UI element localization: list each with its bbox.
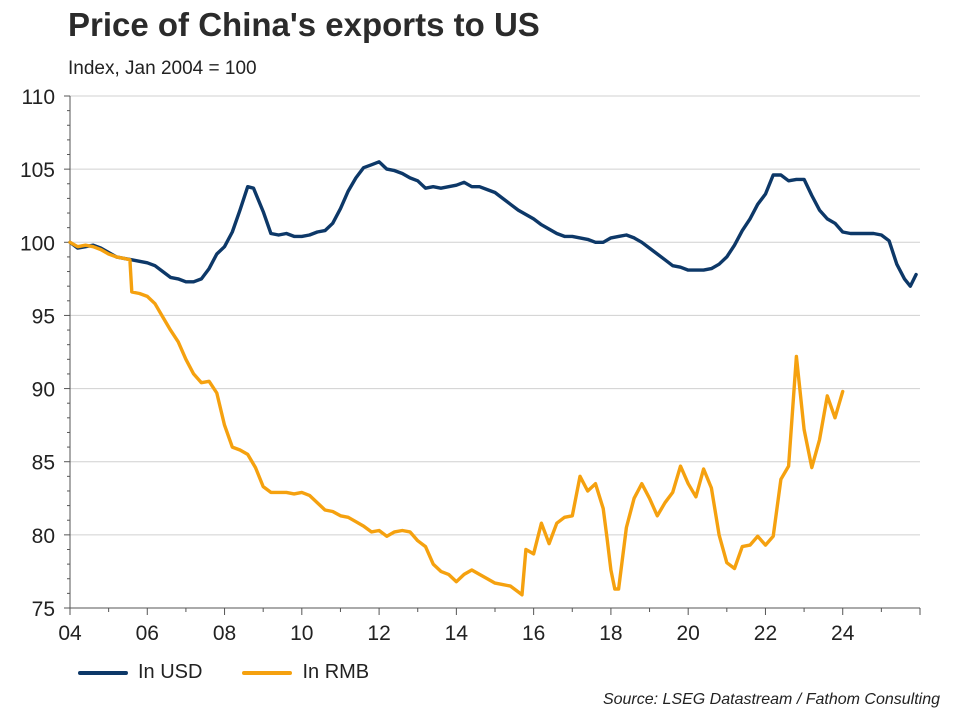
y-tick-label: 110: [22, 86, 55, 109]
y-tick-label: 85: [32, 452, 55, 475]
legend-swatch-usd: [78, 670, 128, 675]
x-tick-label: 10: [290, 622, 313, 645]
x-tick-label: 04: [58, 622, 82, 645]
x-tick-label: 24: [831, 622, 855, 645]
chart-title: Price of China's exports to US: [68, 6, 540, 43]
x-tick-label: 12: [367, 622, 390, 645]
y-tick-label: 105: [20, 159, 55, 182]
series: [68, 160, 918, 597]
chart-subtitle: Index, Jan 2004 = 100: [68, 58, 257, 79]
legend-item-usd: In USD: [78, 661, 202, 684]
legend-label-usd: In USD: [138, 661, 203, 683]
x-tick-label: 14: [445, 622, 469, 645]
x-tick-label: 20: [677, 622, 700, 645]
x-tick-label: 18: [599, 622, 622, 645]
legend: In USD In RMB: [78, 661, 409, 684]
y-tick-label: 90: [32, 379, 55, 402]
x-tick-label: 22: [754, 622, 777, 645]
x-tick-label: 16: [522, 622, 545, 645]
y-tick-label: 75: [32, 598, 55, 621]
axes: 75 80 85 90 95 100 105 110 04 06 08 10 12 14 16 18 20 22 2…: [20, 86, 921, 645]
series-line-rmb: [68, 240, 845, 597]
y-tick-label: 95: [32, 305, 55, 328]
series-line-usd: [68, 160, 918, 288]
source-note: Source: LSEG Datastream / Fathom Consult…: [602, 691, 940, 708]
x-tick-label: 08: [213, 622, 236, 645]
legend-item-rmb: In RMB: [242, 661, 369, 684]
gridlines: [70, 95, 920, 536]
y-tick-label: 100: [20, 232, 55, 255]
legend-label-rmb: In RMB: [302, 661, 370, 683]
legend-swatch-rmb: [242, 670, 293, 675]
y-tick-label: 80: [32, 525, 55, 548]
x-tick-label: 06: [136, 622, 159, 645]
